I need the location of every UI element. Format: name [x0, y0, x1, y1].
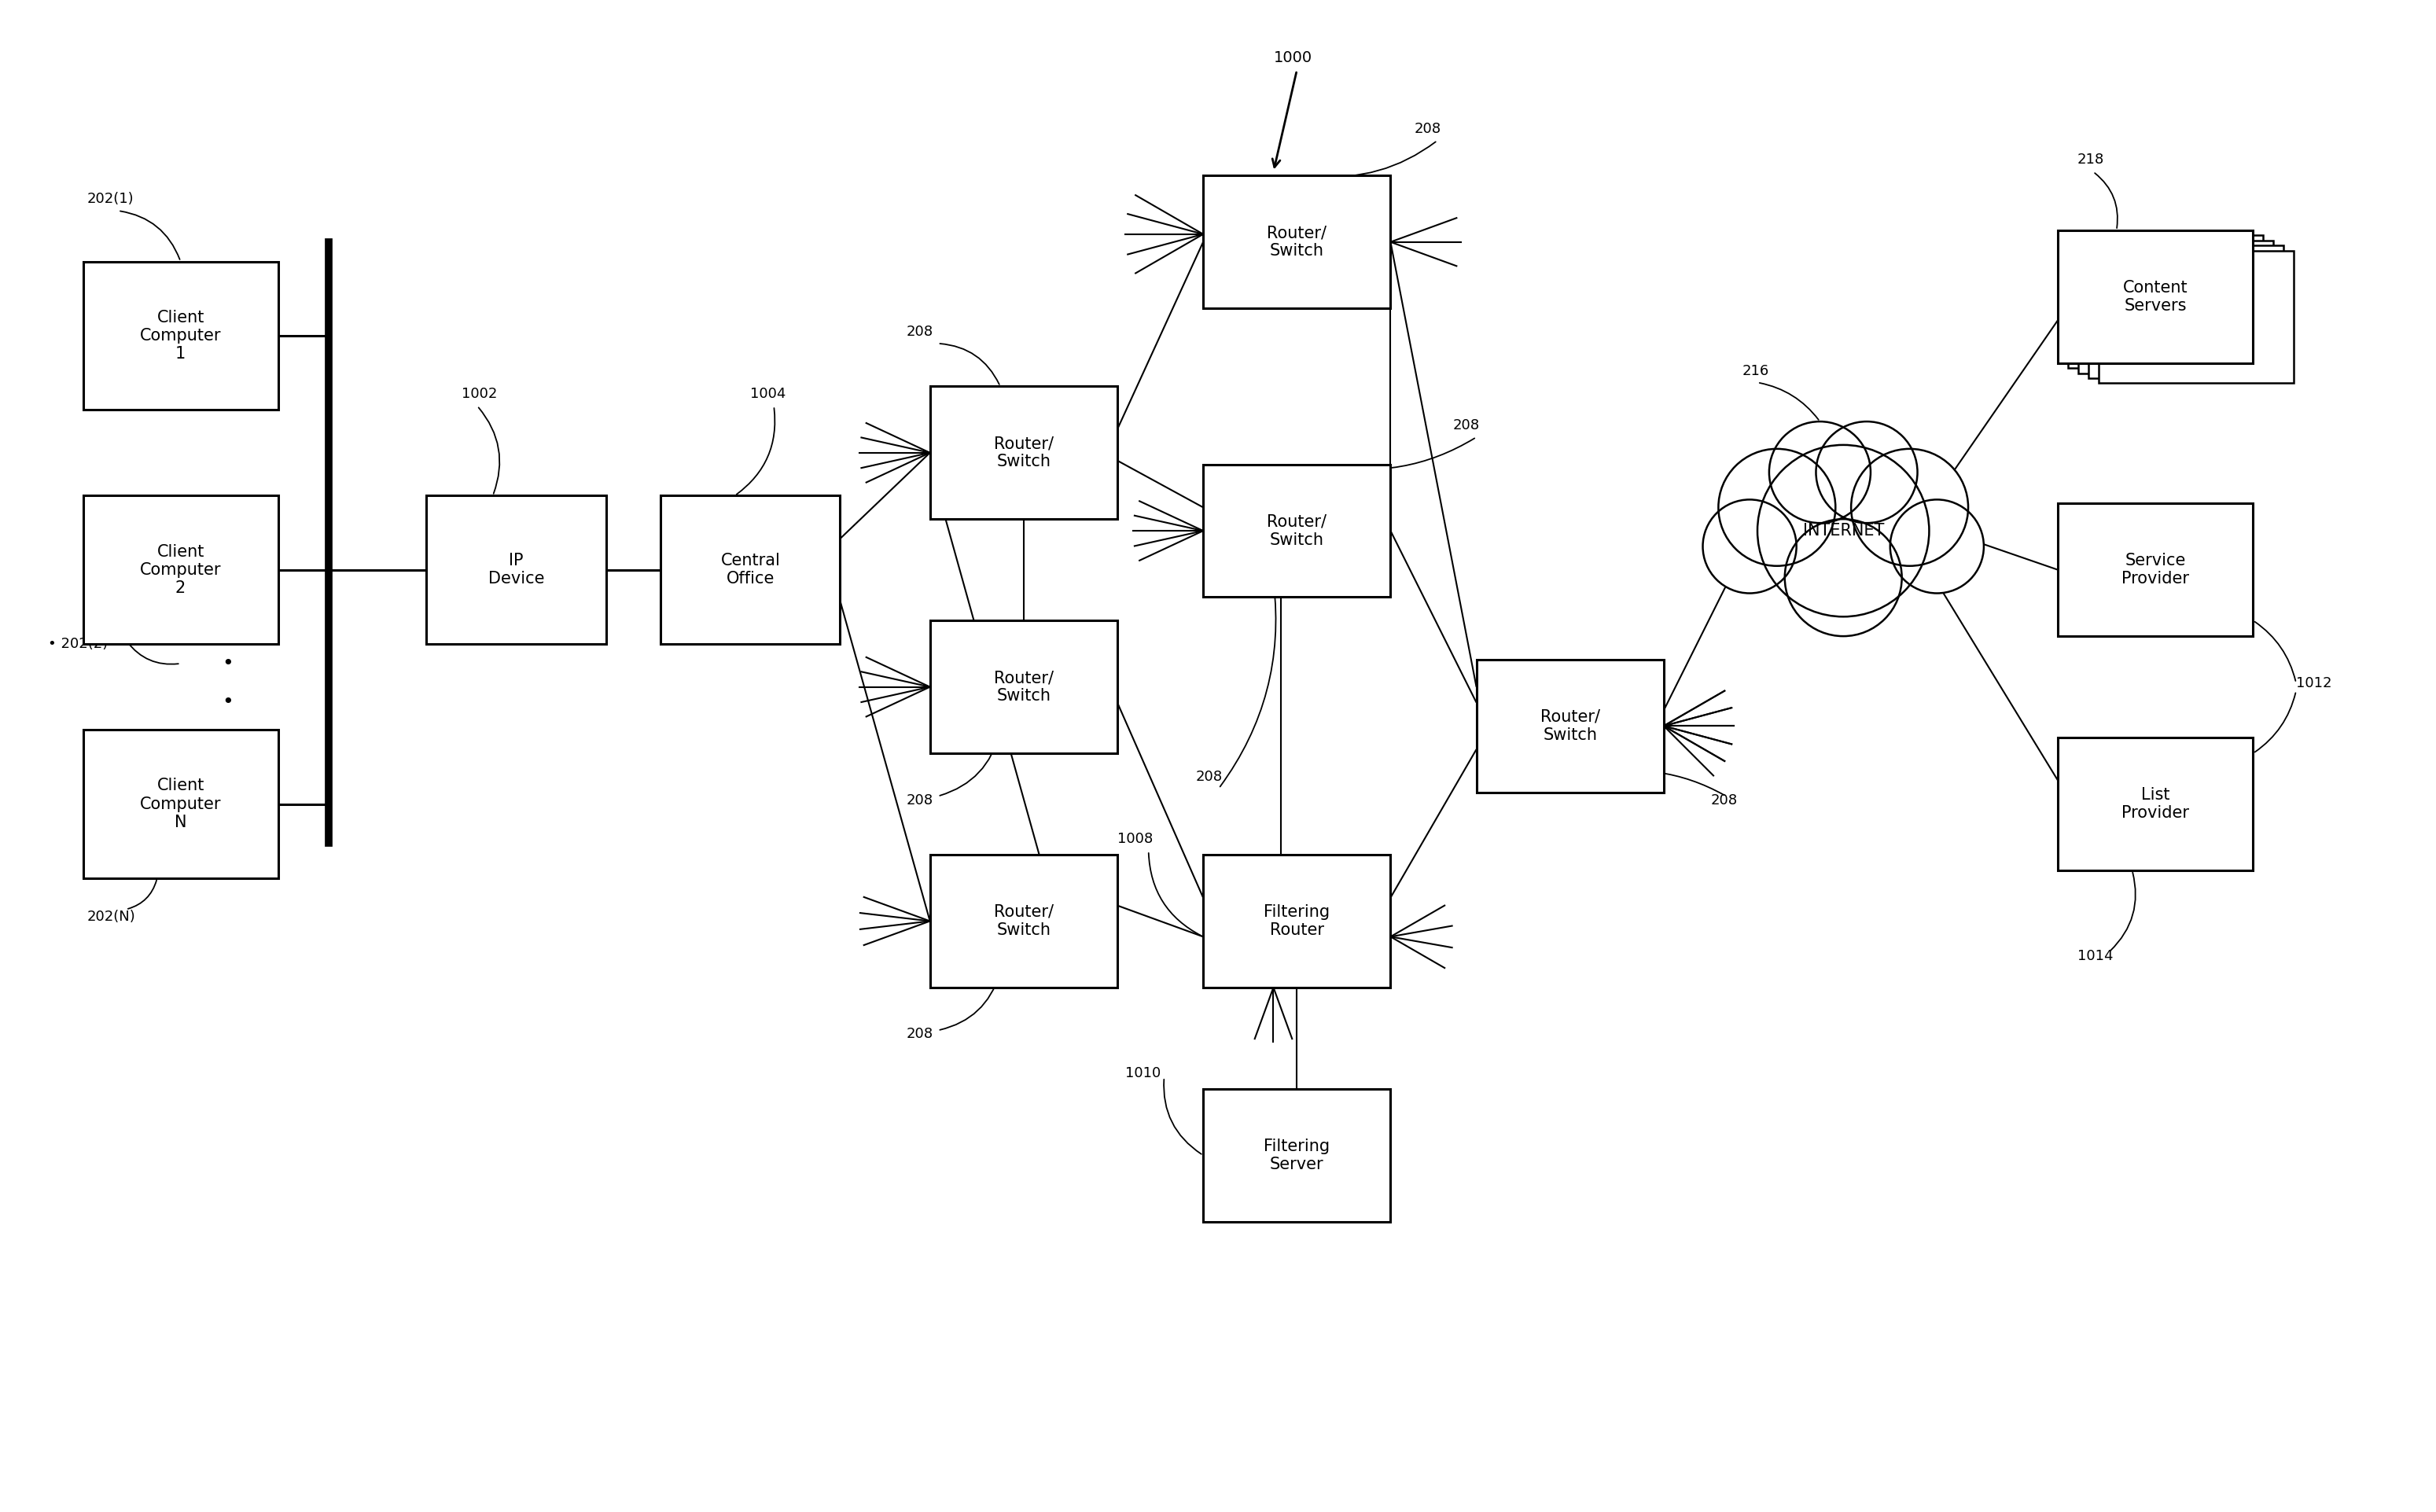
Text: 208: 208: [906, 325, 933, 339]
Text: Client
Computer
2: Client Computer 2: [139, 544, 222, 596]
FancyBboxPatch shape: [2088, 245, 2283, 378]
Text: 1008: 1008: [1118, 832, 1152, 847]
Circle shape: [1756, 445, 1929, 617]
Text: 208: 208: [906, 1027, 933, 1042]
Text: 208: 208: [1413, 121, 1440, 136]
Text: 1004: 1004: [750, 387, 787, 401]
FancyBboxPatch shape: [1203, 464, 1391, 597]
Circle shape: [1717, 449, 1834, 565]
Text: Central
Office: Central Office: [721, 553, 780, 587]
Text: 1010: 1010: [1125, 1066, 1160, 1081]
Text: Router/
Switch: Router/ Switch: [1267, 514, 1328, 547]
Circle shape: [1703, 499, 1795, 593]
FancyBboxPatch shape: [1476, 659, 1664, 792]
FancyBboxPatch shape: [1203, 175, 1391, 308]
Text: Router/
Switch: Router/ Switch: [1540, 709, 1600, 742]
Circle shape: [1890, 499, 1983, 593]
FancyBboxPatch shape: [2058, 738, 2253, 871]
FancyBboxPatch shape: [660, 496, 840, 644]
FancyBboxPatch shape: [83, 496, 278, 644]
Text: Client
Computer
N: Client Computer N: [139, 777, 222, 830]
FancyBboxPatch shape: [2078, 240, 2273, 373]
Text: INTERNET: INTERNET: [1803, 523, 1883, 538]
Text: 208: 208: [1710, 792, 1737, 807]
Text: Router/
Switch: Router/ Switch: [994, 670, 1052, 705]
FancyBboxPatch shape: [83, 262, 278, 410]
Text: List
Provider: List Provider: [2122, 788, 2190, 821]
FancyBboxPatch shape: [83, 730, 278, 878]
Circle shape: [1769, 422, 1871, 523]
Text: •: •: [222, 732, 234, 751]
Text: Router/
Switch: Router/ Switch: [994, 904, 1052, 937]
Text: 208: 208: [1196, 770, 1223, 783]
FancyBboxPatch shape: [931, 854, 1118, 987]
Text: 208: 208: [906, 792, 933, 807]
Text: Filtering
Router: Filtering Router: [1264, 904, 1330, 937]
Text: 1012: 1012: [2297, 676, 2331, 689]
FancyBboxPatch shape: [2068, 236, 2263, 367]
FancyBboxPatch shape: [1203, 854, 1391, 987]
Text: 208: 208: [1452, 419, 1479, 432]
Text: 1000: 1000: [1274, 50, 1313, 65]
FancyBboxPatch shape: [931, 620, 1118, 753]
Text: •: •: [222, 692, 234, 712]
FancyBboxPatch shape: [2058, 230, 2253, 363]
FancyBboxPatch shape: [426, 496, 607, 644]
Text: Content
Servers: Content Servers: [2124, 280, 2188, 313]
Text: • 202(2): • 202(2): [49, 637, 107, 652]
Circle shape: [1851, 449, 1968, 565]
FancyBboxPatch shape: [1203, 1089, 1391, 1222]
Circle shape: [1786, 519, 1903, 637]
Text: Router/
Switch: Router/ Switch: [1267, 225, 1328, 259]
Text: Router/
Switch: Router/ Switch: [994, 435, 1052, 470]
Text: Filtering
Server: Filtering Server: [1264, 1139, 1330, 1172]
FancyBboxPatch shape: [931, 387, 1118, 519]
Text: Client
Computer
1: Client Computer 1: [139, 310, 222, 361]
Text: 202(N): 202(N): [88, 910, 136, 924]
Text: 1002: 1002: [460, 387, 497, 401]
FancyBboxPatch shape: [2097, 251, 2295, 383]
Text: 218: 218: [2078, 153, 2105, 166]
Text: Service
Provider: Service Provider: [2122, 553, 2190, 587]
Text: 1014: 1014: [2078, 950, 2114, 963]
Text: 216: 216: [1742, 364, 1769, 378]
Circle shape: [1815, 422, 1917, 523]
Text: 202(1): 202(1): [88, 192, 134, 206]
Text: •: •: [222, 655, 234, 673]
FancyBboxPatch shape: [2058, 503, 2253, 637]
Text: IP
Device: IP Device: [487, 553, 543, 587]
